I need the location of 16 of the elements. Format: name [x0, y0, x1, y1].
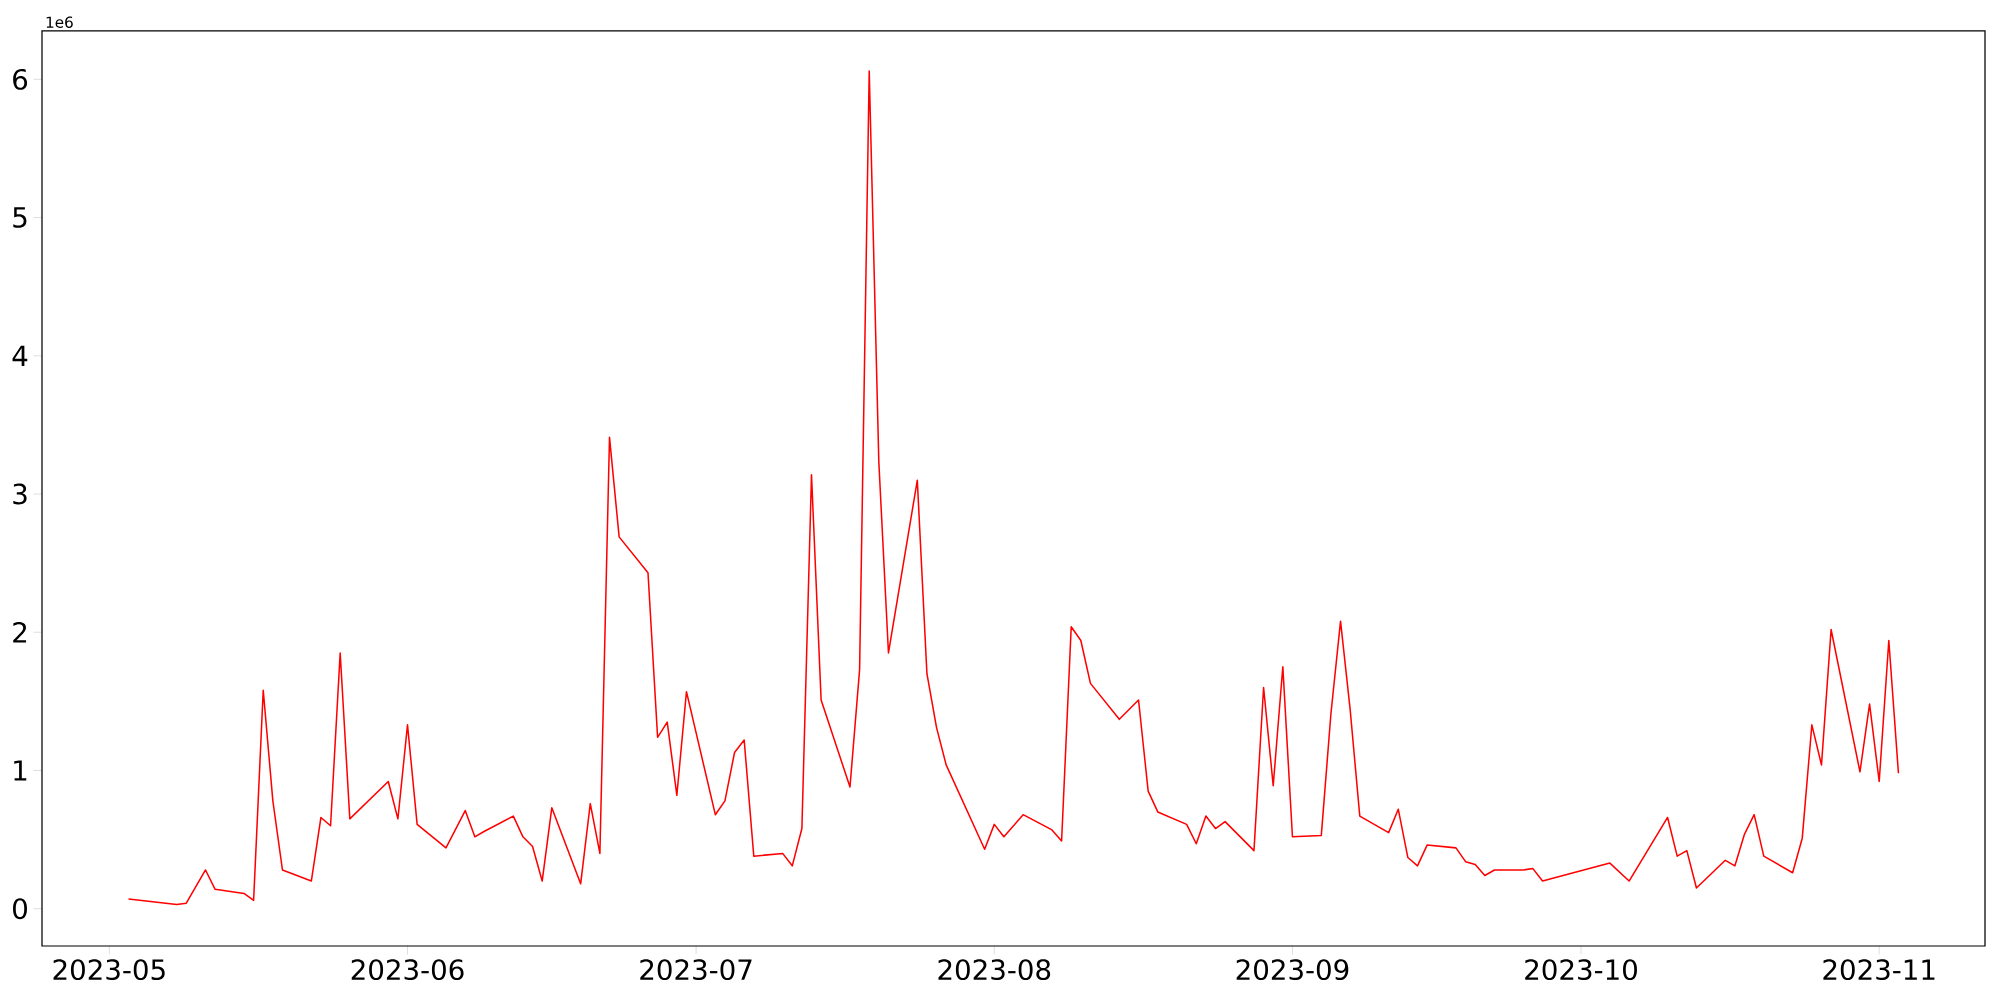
x-tick-label: 2023-10 — [1525, 959, 1637, 981]
x-tick-label: 2023-11 — [1823, 959, 1935, 981]
y-tick-label: 4 — [12, 345, 28, 366]
y-tick-label: 6 — [13, 68, 28, 90]
y-tick-label: 1 — [14, 760, 27, 781]
y-tick-label: 5 — [13, 207, 27, 228]
y-tick-label: 3 — [13, 483, 27, 505]
x-tick-label: 2023-06 — [351, 959, 464, 981]
x-tick-label: 2023-08 — [938, 959, 1051, 981]
line-series — [127, 70, 1900, 906]
text: 1e6 — [46, 16, 73, 28]
x-tick-label: 2023-07 — [640, 959, 752, 981]
y-tick-label: 0 — [13, 898, 27, 920]
y-tick-label: 2 — [13, 621, 27, 643]
x-tick-label: 2023-05 — [53, 959, 165, 981]
x-tick-label: 2023-09 — [1236, 959, 1349, 981]
